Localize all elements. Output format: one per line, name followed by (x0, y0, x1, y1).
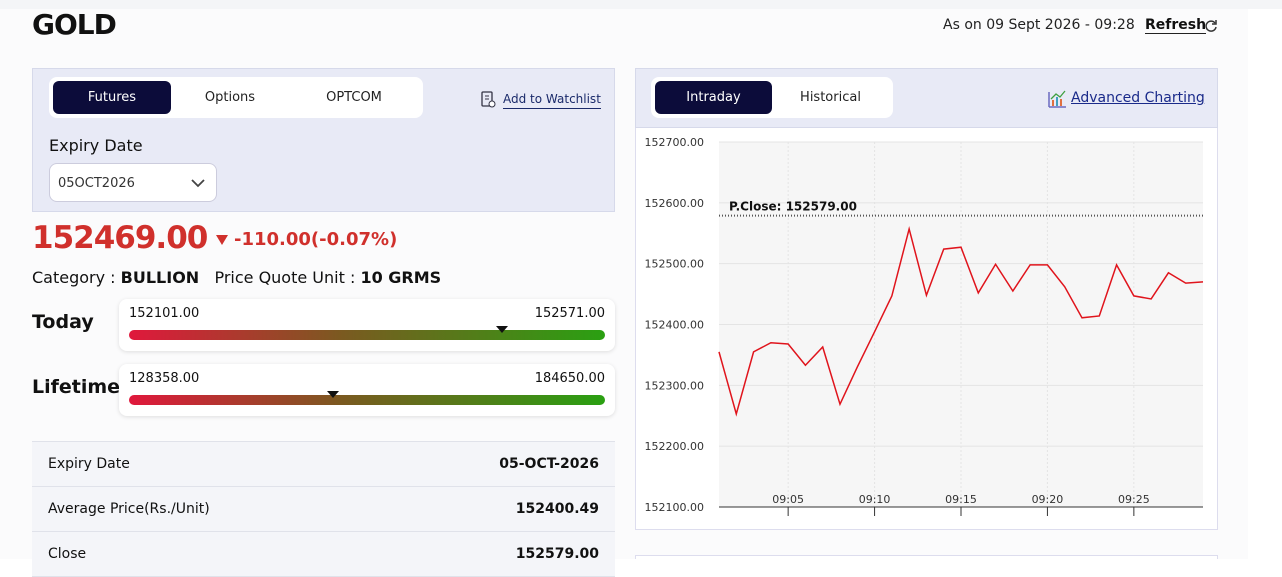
category-value: BULLION (120, 268, 200, 287)
range-low: 152101.00 (129, 306, 200, 321)
tab[interactable]: Futures (53, 81, 171, 114)
range-label: Today (32, 311, 94, 333)
tab[interactable]: Intraday (655, 81, 772, 114)
table-row: Expiry Date 05-OCT-2026 (32, 441, 615, 487)
table-cell: Close (32, 531, 379, 577)
range-bar (129, 330, 605, 340)
category-row: Category : BULLION Price Quote Unit : 10… (32, 268, 441, 287)
y-tick-label: 152300.00 (645, 379, 705, 392)
category-label: Category : (32, 268, 116, 287)
top-strip (0, 0, 1282, 9)
table-cell: 152579.00 (379, 531, 615, 577)
range-card: 152101.00 152571.00 (119, 299, 615, 351)
dropdown-icon[interactable] (190, 177, 206, 189)
tab[interactable]: Historical (800, 90, 861, 105)
title: GOLD (32, 8, 117, 41)
range-high: 152571.00 (534, 306, 605, 321)
next-panel (635, 555, 1218, 559)
watchlist-icon[interactable] (480, 91, 496, 109)
x-tick-label: 09:20 (1032, 493, 1064, 506)
range-marker (326, 391, 339, 398)
x-tick-label: 09:05 (772, 493, 804, 506)
y-tick-label: 152600.00 (645, 197, 705, 210)
change: -110.00(-0.07%) (234, 229, 398, 250)
table-row: Close 152579.00 (32, 531, 615, 577)
y-tick-label: 152500.00 (645, 258, 705, 271)
expiry-label: Expiry Date (49, 136, 143, 155)
tab-bar: Futures Options OPTCOM (49, 77, 423, 118)
tab-bar: Intraday Historical (651, 77, 893, 118)
table-cell: 05-OCT-2026 (379, 441, 615, 487)
add-watchlist[interactable]: Add to Watchlist (503, 92, 601, 109)
expiry-value[interactable]: 05OCT2026 (58, 176, 135, 191)
advanced-charting[interactable]: Advanced Charting (1071, 90, 1205, 106)
details-table: Expiry Date 05-OCT-2026 Average Price(Rs./… (32, 441, 615, 577)
range-label: Lifetime (32, 376, 121, 398)
x-tick-label: 09:25 (1118, 493, 1150, 506)
quote-value: 10 GRMS (360, 268, 442, 287)
chart: 152100.00 152200.00 152300.00 152400.00 1525… (645, 136, 1204, 516)
range-high: 184650.00 (534, 371, 605, 386)
table-cell: 152400.49 (379, 486, 615, 532)
y-tick-label: 152700.00 (645, 136, 705, 149)
refresh-icon[interactable] (1203, 18, 1219, 34)
y-tick-label: 152100.00 (645, 501, 705, 514)
y-tick-label: 152200.00 (645, 440, 705, 453)
table: Expiry Date 05-OCT-2026 Average Price(Rs./… (32, 441, 615, 577)
range-card: 128358.00 184650.00 (119, 364, 615, 416)
price-line (718, 226, 1204, 417)
refresh[interactable]: Refresh (1145, 17, 1207, 34)
table-cell: Expiry Date (32, 441, 379, 487)
reference-label: P.Close: 152579.00 (729, 200, 857, 214)
range-low: 128358.00 (129, 371, 200, 386)
down-arrow (216, 235, 228, 245)
x-tick-label: 09:15 (945, 493, 977, 506)
quote-label: Price Quote Unit : (214, 268, 356, 287)
charting-icon[interactable] (1047, 89, 1067, 109)
tab[interactable]: OPTCOM (326, 90, 382, 105)
y-tick-label: 152400.00 (645, 319, 705, 332)
x-tick-label: 09:10 (859, 493, 891, 506)
range-marker (495, 326, 508, 333)
expiry-select[interactable] (49, 163, 217, 202)
table-row: Average Price(Rs./Unit) 152400.49 (32, 486, 615, 532)
range-bar (129, 395, 605, 405)
price: 152469.00 (32, 220, 208, 256)
tab[interactable]: Options (204, 90, 256, 105)
as-on: As on 09 Sept 2026 - 09:28 (943, 17, 1135, 33)
table-cell: Average Price(Rs./Unit) (32, 486, 379, 532)
